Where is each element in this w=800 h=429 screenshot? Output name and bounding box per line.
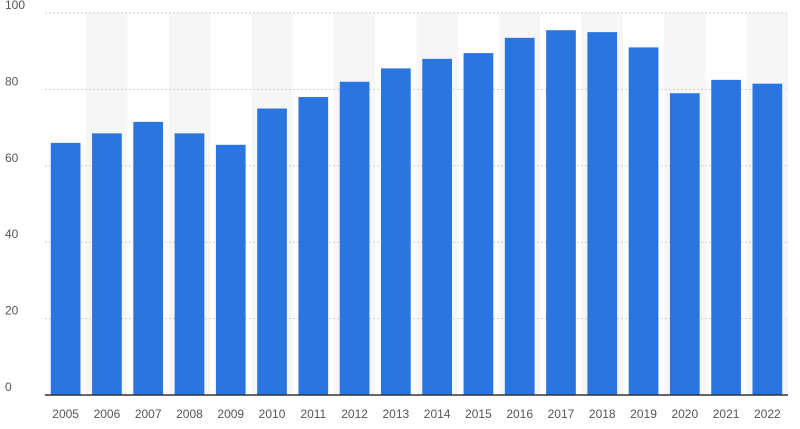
x-tick-label: 2014 bbox=[424, 407, 451, 421]
bar-2008[interactable] bbox=[174, 133, 205, 395]
x-tick-label: 2006 bbox=[94, 407, 121, 421]
bar-2015[interactable] bbox=[463, 53, 494, 396]
bar-2006[interactable] bbox=[92, 133, 122, 395]
x-tick-label: 2020 bbox=[671, 407, 698, 421]
x-tick-label: 2013 bbox=[383, 407, 410, 421]
y-tick-label: 60 bbox=[5, 151, 19, 165]
bar-2021[interactable] bbox=[711, 79, 741, 395]
bar-2022[interactable] bbox=[752, 83, 783, 396]
x-tick-label: 2017 bbox=[548, 407, 575, 421]
x-tick-label: 2012 bbox=[341, 407, 368, 421]
bar-2011[interactable] bbox=[298, 97, 329, 395]
bar-2018[interactable] bbox=[587, 32, 618, 395]
bar-2010[interactable] bbox=[257, 108, 287, 396]
y-axis-tick-labels: 0 20 40 60 80 100 bbox=[5, 0, 25, 394]
y-tick-label: 40 bbox=[5, 227, 19, 241]
bar-2012[interactable] bbox=[339, 81, 370, 395]
x-tick-label: 2021 bbox=[713, 407, 740, 421]
x-tick-label: 2008 bbox=[176, 407, 203, 421]
y-tick-label: 100 bbox=[5, 0, 25, 12]
bar-2016[interactable] bbox=[504, 37, 535, 396]
y-tick-label: 20 bbox=[5, 304, 19, 318]
x-tick-label: 2019 bbox=[630, 407, 657, 421]
x-tick-label: 2022 bbox=[754, 407, 781, 421]
x-tick-label: 2005 bbox=[52, 407, 79, 421]
bar-2017[interactable] bbox=[546, 30, 576, 395]
bar-2009[interactable] bbox=[215, 144, 246, 395]
x-tick-label: 2018 bbox=[589, 407, 616, 421]
bar-2019[interactable] bbox=[628, 47, 659, 395]
bar-series bbox=[50, 30, 783, 396]
bar-2014[interactable] bbox=[422, 58, 452, 396]
x-tick-label: 2016 bbox=[506, 407, 533, 421]
bar-2007[interactable] bbox=[133, 121, 164, 396]
bar-2020[interactable] bbox=[669, 93, 700, 395]
x-axis-tick-labels: 2005 2006 2007 2008 2009 2010 2011 2012 2013 2014… bbox=[52, 407, 781, 421]
y-tick-label: 80 bbox=[5, 74, 19, 88]
bar-2005[interactable] bbox=[50, 142, 81, 395]
x-tick-label: 2009 bbox=[217, 407, 244, 421]
bar-2013[interactable] bbox=[381, 68, 411, 395]
y-tick-label: 0 bbox=[5, 380, 12, 394]
x-tick-label: 2011 bbox=[300, 407, 326, 421]
x-tick-label: 2007 bbox=[135, 407, 162, 421]
x-tick-label: 2010 bbox=[259, 407, 286, 421]
x-tick-label: 2015 bbox=[465, 407, 492, 421]
